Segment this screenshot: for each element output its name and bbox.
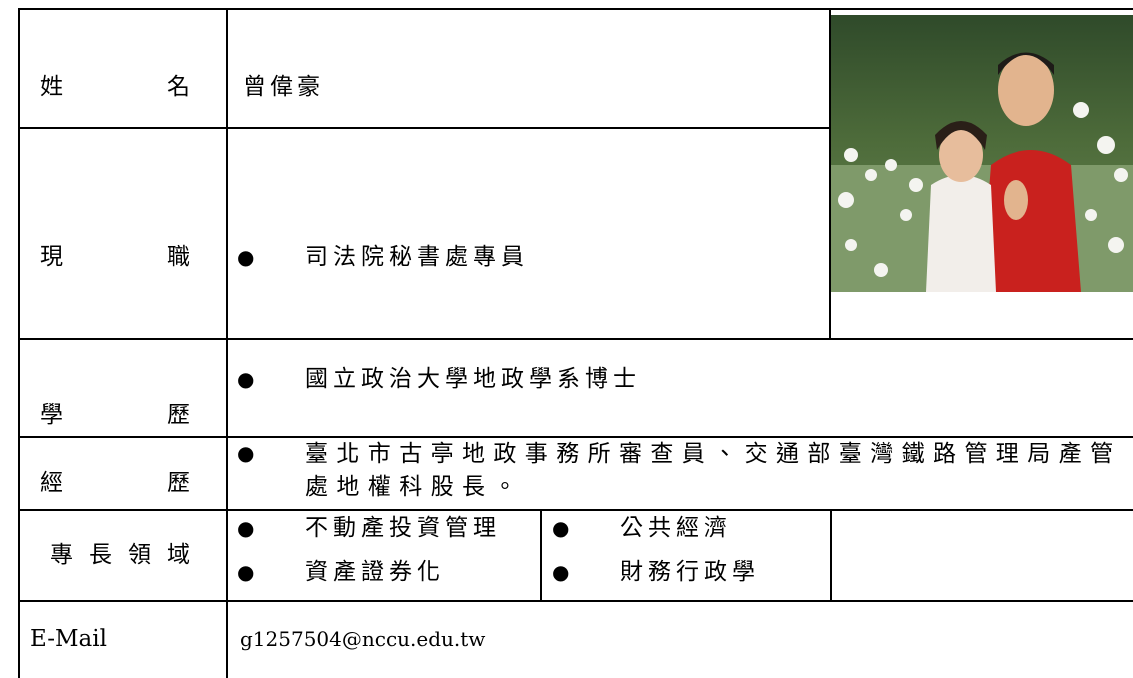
- border: [18, 127, 829, 129]
- bullet: ●: [552, 560, 570, 584]
- border: [18, 436, 1133, 438]
- email: g1257504@nccu.edu.tw: [240, 627, 486, 651]
- position: 司法院秘書處專員: [305, 244, 529, 270]
- bullet: ●: [237, 560, 255, 584]
- bullet: ●: [237, 245, 255, 269]
- label: 學歷: [40, 402, 190, 428]
- border: [540, 509, 542, 600]
- expertise-item: 資產證券化: [305, 559, 445, 585]
- border: [18, 509, 1133, 511]
- bullet: ●: [237, 367, 255, 391]
- expertise-item: 不動產投資管理: [305, 515, 501, 541]
- label: 現職: [40, 244, 190, 270]
- border: [226, 8, 228, 678]
- border: [18, 338, 1133, 340]
- experience: 臺北市古亭地政事務所審查員、交通部臺灣鐵路管理局產管處地權科股長。: [305, 441, 1122, 500]
- border: [830, 509, 832, 600]
- bullet: ●: [237, 516, 255, 540]
- border: [829, 8, 831, 338]
- name: 曾偉豪: [243, 74, 324, 100]
- bullet: ●: [237, 441, 255, 465]
- education: 國立政治大學地政學系博士: [305, 366, 641, 392]
- label: 姓名: [40, 74, 190, 100]
- border: [18, 8, 1133, 10]
- bullet: ●: [552, 516, 570, 540]
- border: [18, 8, 20, 678]
- border: [18, 600, 1133, 602]
- label: 經歷: [40, 470, 190, 496]
- label: E-Mail: [30, 626, 107, 652]
- label: 專長領域: [50, 542, 190, 568]
- expertise-item: 財務行政學: [620, 559, 760, 585]
- profile-photo: [831, 15, 1133, 292]
- expertise-item: 公共經濟: [620, 515, 732, 541]
